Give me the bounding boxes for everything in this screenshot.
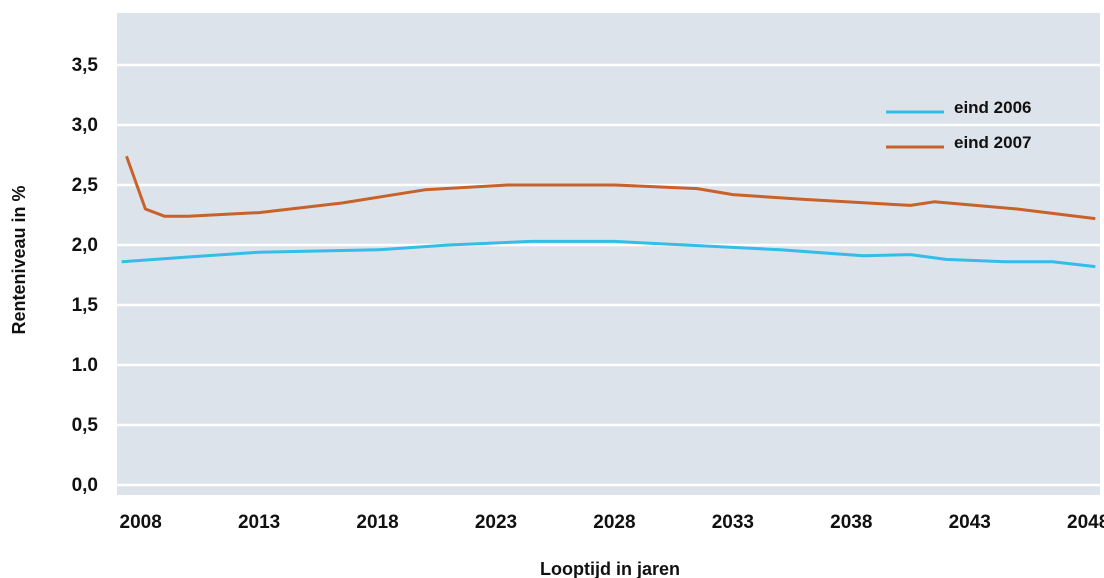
x-axis-ticks: 2008 2013 2018 2023 2028 2033 2038 2043 2048 (120, 512, 1104, 533)
x-tick-label: 2038 (830, 512, 872, 533)
x-tick-label: 2008 (120, 512, 162, 533)
y-tick-label: 0,0 (72, 475, 98, 496)
series-line (125, 155, 1096, 221)
y-tick-label: 2,5 (72, 175, 99, 196)
y-tick-label: 3,5 (72, 55, 99, 76)
x-axis-title: Looptijd in jaren (540, 559, 680, 578)
y-tick-label: 3,0 (72, 115, 98, 136)
x-tick-label: 2028 (593, 512, 635, 533)
legend-label: eind 2006 (954, 98, 1032, 117)
x-tick-label: 2048 (1067, 512, 1104, 533)
legend-label: eind 2007 (954, 133, 1032, 152)
series-lines (121, 155, 1096, 269)
y-tick-label: 1.0 (72, 355, 98, 376)
y-tick-label: 0,5 (72, 415, 99, 436)
y-tick-label: 2,0 (72, 235, 98, 256)
plot-area (117, 13, 1100, 495)
legend: eind 2006 eind 2007 (886, 98, 1032, 152)
y-axis-title: Renteniveau in % (9, 185, 29, 334)
y-axis-ticks: 0,0 0,5 1.0 1,5 2,0 2,5 3,0 3,5 (72, 55, 99, 496)
series-line (121, 239, 1096, 269)
y-tick-label: 1,5 (72, 295, 99, 316)
x-tick-label: 2033 (712, 512, 754, 533)
x-tick-label: 2018 (356, 512, 398, 533)
x-tick-label: 2023 (475, 512, 517, 533)
x-tick-label: 2013 (238, 512, 280, 533)
x-tick-label: 2043 (949, 512, 991, 533)
